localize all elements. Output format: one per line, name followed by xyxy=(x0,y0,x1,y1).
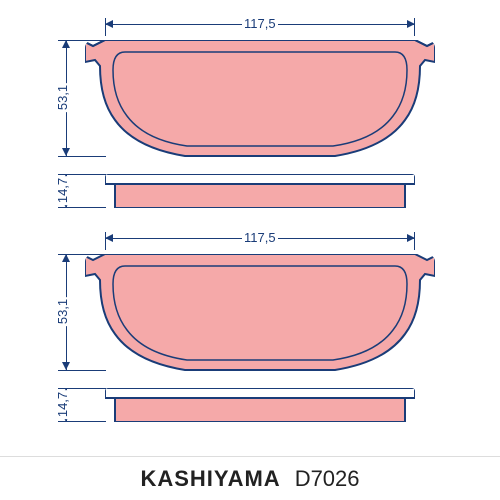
dim-width-label-2: 117,5 xyxy=(242,230,278,245)
dim-width-label: 117,5 xyxy=(242,16,278,31)
brake-pad-side-2 xyxy=(105,388,415,422)
pad-group-lower: 117,5 53,1 14,7 xyxy=(0,232,500,432)
pad-group-upper: 117,5 53,1 14,7 xyxy=(0,18,500,218)
dim-height-label: 53,1 xyxy=(55,83,70,112)
dim-thickness-label: 14,7 xyxy=(55,176,70,205)
dim-height-label-2: 53,1 xyxy=(55,297,70,326)
brake-pad-side xyxy=(105,174,415,208)
brand-name: KASHIYAMA xyxy=(140,466,280,492)
drawing-canvas: 117,5 53,1 14,7 xyxy=(0,0,500,500)
brake-pad-face xyxy=(85,40,435,158)
brake-pad-face-2 xyxy=(85,254,435,372)
dim-thickness-label-2: 14,7 xyxy=(55,390,70,419)
part-number: D7026 xyxy=(295,466,360,492)
brand-bar: KASHIYAMA D7026 xyxy=(0,456,500,500)
